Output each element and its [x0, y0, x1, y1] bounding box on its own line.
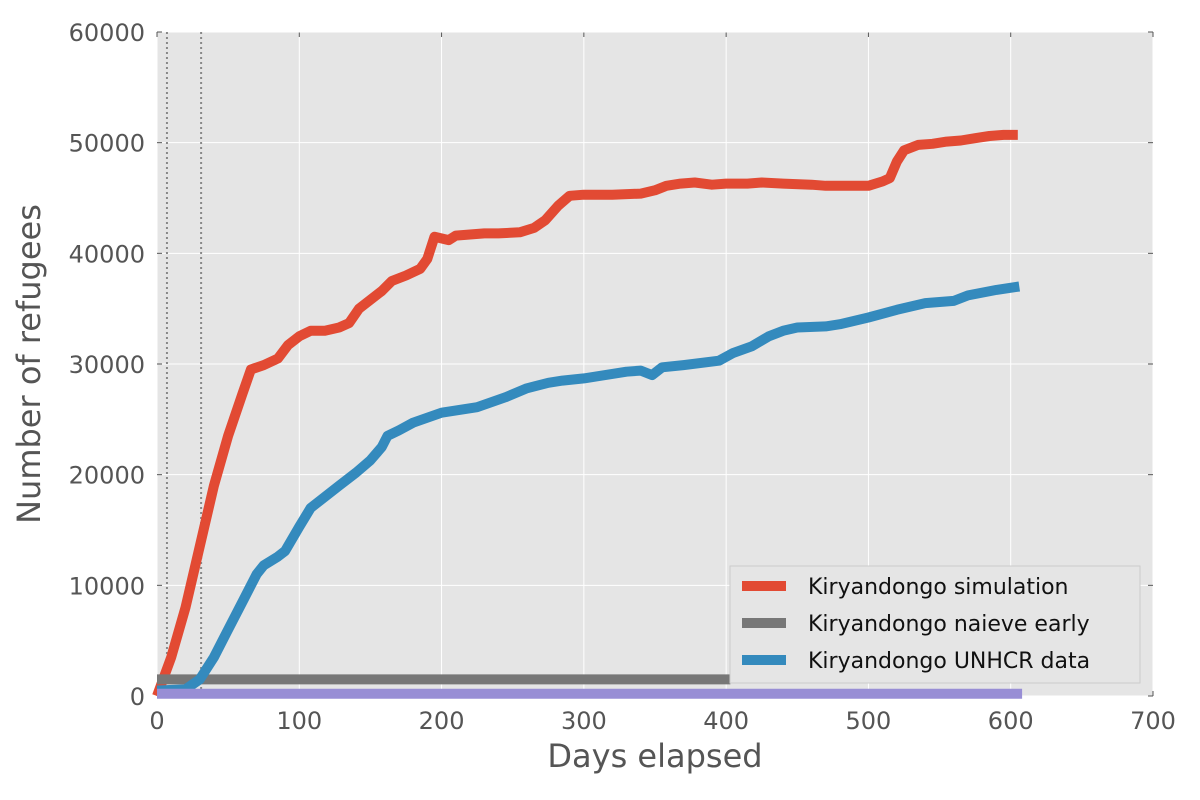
y-tick-label: 20000 — [69, 462, 145, 490]
x-tick-label: 600 — [988, 707, 1034, 735]
legend: Kiryandongo simulation Kiryandongo naieve… — [729, 565, 1141, 684]
x-tick-label: 500 — [846, 707, 892, 735]
y-tick-label: 40000 — [69, 240, 145, 268]
x-axis-label: Days elapsed — [547, 737, 762, 775]
x-tick-label: 200 — [419, 707, 465, 735]
y-axis-label: Number of refugees — [10, 204, 48, 524]
legend-label: Kiryandongo simulation — [808, 575, 1069, 600]
tick-labels: 0 100 200 300 400 500 600 700 0 10000 20000 30000 40… — [69, 19, 1176, 735]
x-tick-label: 400 — [703, 707, 749, 735]
legend-label: Kiryandongo naieve early — [808, 612, 1090, 637]
x-tick-label: 0 — [149, 707, 164, 735]
y-tick-label: 60000 — [69, 19, 145, 47]
y-tick-label: 30000 — [69, 351, 145, 379]
y-tick-label: 0 — [130, 683, 145, 711]
series-line-0 — [152, 129, 1018, 698]
series-line-2 — [156, 281, 1021, 696]
x-tick-label: 100 — [276, 707, 322, 735]
x-tick-label: 300 — [561, 707, 607, 735]
y-tick-label: 50000 — [69, 130, 145, 158]
legend-label: Kiryandongo UNHCR data — [808, 649, 1090, 674]
series-lines — [152, 129, 1023, 699]
x-tick-label: 700 — [1130, 707, 1176, 735]
y-tick-label: 10000 — [69, 572, 145, 600]
legend-box — [729, 565, 1141, 684]
reference-lines — [165, 32, 203, 696]
